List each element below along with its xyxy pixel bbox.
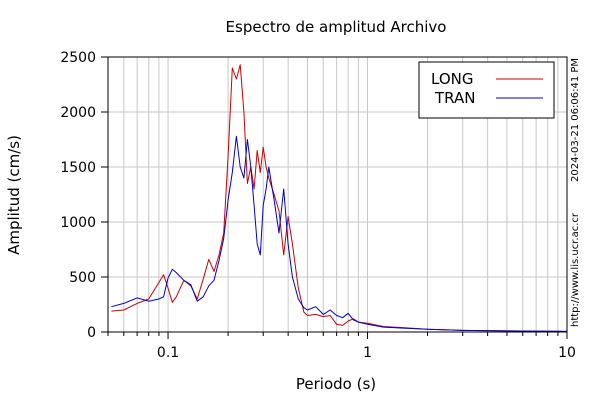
legend-label-tran: TRAN <box>434 89 475 107</box>
x-tick-label: 10 <box>558 345 576 361</box>
x-axis-label: Periodo (s) <box>296 375 376 393</box>
website-text: http://www.lis.ucr.ac.cr <box>570 212 581 327</box>
plot-frame <box>107 56 568 333</box>
timestamp-text: 2024-03-21 06:06:41 PM <box>570 58 581 182</box>
chart-title: Espectro de amplitud Archivo <box>226 18 447 36</box>
y-tick-label: 2500 <box>60 50 96 66</box>
x-tick-label: 1 <box>363 345 372 361</box>
series-line-tran <box>111 135 568 332</box>
series-line-long <box>111 64 568 332</box>
y-axis-label: Amplitud (cm/s) <box>5 135 23 255</box>
series-layer <box>111 64 568 332</box>
y-tick-label: 1500 <box>60 160 96 176</box>
y-tick-label: 2000 <box>60 105 96 121</box>
x-tick-label: 0.1 <box>157 345 179 361</box>
y-tick-label: 500 <box>69 270 96 286</box>
x-axis-ticks: 0.1 1 10 <box>107 332 576 361</box>
y-axis-ticks: 0 500 1000 1500 2000 2500 <box>60 50 108 341</box>
legend: LONG TRAN <box>418 61 555 119</box>
legend-label-long: LONG <box>431 70 473 88</box>
y-tick-label: 1000 <box>60 215 96 231</box>
y-tick-label: 0 <box>87 325 96 341</box>
legend-box <box>418 61 555 119</box>
